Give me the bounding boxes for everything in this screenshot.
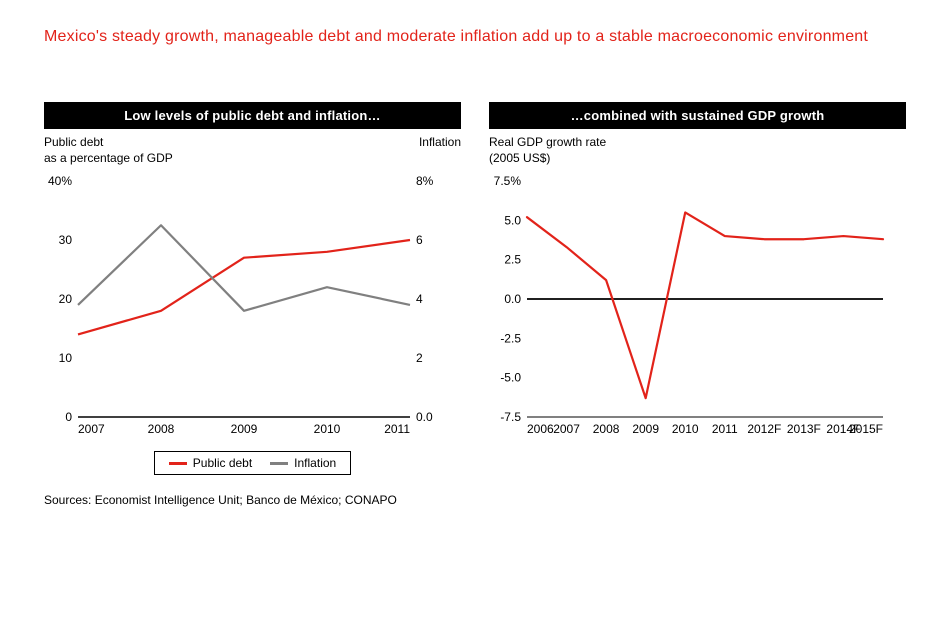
charts-row: Low levels of public debt and inflation…… bbox=[44, 102, 906, 475]
svg-text:40%: 40% bbox=[48, 174, 72, 188]
svg-text:10: 10 bbox=[59, 351, 73, 365]
svg-text:7.5%: 7.5% bbox=[494, 174, 522, 188]
panel-header-right: …combined with sustained GDP growth bbox=[489, 102, 906, 129]
svg-text:5.0: 5.0 bbox=[504, 213, 521, 227]
svg-text:-7.5: -7.5 bbox=[500, 410, 521, 424]
panel-header-left: Low levels of public debt and inflation… bbox=[44, 102, 461, 129]
legend-label-public-debt: Public debt bbox=[193, 456, 252, 470]
svg-text:-5.0: -5.0 bbox=[500, 371, 521, 385]
chart-right-svg: -7.5 -5.0 -2.5 0.0 2.5 5.0 7.5% 20062007 2008 200… bbox=[489, 171, 889, 441]
svg-text:0: 0 bbox=[65, 410, 72, 424]
legend-label-inflation: Inflation bbox=[294, 456, 336, 470]
panel-sub-left: Public debt as a percentage of GDP Infla… bbox=[44, 135, 461, 167]
svg-text:-2.5: -2.5 bbox=[500, 331, 521, 345]
svg-text:2006: 2006 bbox=[527, 422, 554, 436]
y-right-label-1: Real GDP growth rate bbox=[489, 135, 606, 149]
svg-text:2013F: 2013F bbox=[787, 422, 821, 436]
svg-text:2009: 2009 bbox=[231, 422, 258, 436]
y-left-label-2: as a percentage of GDP bbox=[44, 151, 173, 165]
svg-text:2012F: 2012F bbox=[747, 422, 781, 436]
svg-text:2011: 2011 bbox=[712, 422, 738, 436]
plot-left: 0 10 20 30 40% 0.0 2 4 6 8% 2007 2008 2009 2010 2011 bbox=[44, 171, 461, 441]
svg-text:2007: 2007 bbox=[78, 422, 105, 436]
panel-gdp-growth: …combined with sustained GDP growth Real… bbox=[489, 102, 906, 475]
legend-item-inflation: Inflation bbox=[270, 456, 336, 470]
svg-text:20: 20 bbox=[59, 292, 73, 306]
svg-text:0.0: 0.0 bbox=[504, 292, 521, 306]
page: Mexico's steady growth, manageable debt … bbox=[0, 0, 950, 629]
svg-text:8%: 8% bbox=[416, 174, 434, 188]
chart-left-svg: 0 10 20 30 40% 0.0 2 4 6 8% 2007 2008 2009 2010 2011 bbox=[44, 171, 444, 441]
legend-swatch-inflation bbox=[270, 462, 288, 465]
svg-text:2008: 2008 bbox=[148, 422, 175, 436]
svg-text:2011: 2011 bbox=[384, 422, 410, 436]
svg-text:0.0: 0.0 bbox=[416, 410, 433, 424]
svg-text:2010: 2010 bbox=[314, 422, 341, 436]
y-right-label-2: (2005 US$) bbox=[489, 151, 550, 165]
svg-text:6: 6 bbox=[416, 233, 423, 247]
page-title: Mexico's steady growth, manageable debt … bbox=[44, 28, 906, 46]
svg-text:2007: 2007 bbox=[553, 422, 580, 436]
legend-item-public-debt: Public debt bbox=[169, 456, 252, 470]
svg-text:4: 4 bbox=[416, 292, 423, 306]
plot-right: -7.5 -5.0 -2.5 0.0 2.5 5.0 7.5% 20062007 2008 200… bbox=[489, 171, 906, 441]
svg-text:2010: 2010 bbox=[672, 422, 699, 436]
legend-box: Public debt Inflation bbox=[154, 451, 351, 475]
y-right-label: Inflation bbox=[419, 135, 461, 151]
svg-text:2015F: 2015F bbox=[849, 422, 883, 436]
svg-text:2008: 2008 bbox=[593, 422, 620, 436]
panel-debt-inflation: Low levels of public debt and inflation…… bbox=[44, 102, 461, 475]
legend-swatch-public-debt bbox=[169, 462, 187, 465]
svg-text:2009: 2009 bbox=[632, 422, 659, 436]
svg-text:2: 2 bbox=[416, 351, 423, 365]
legend-left: Public debt Inflation bbox=[44, 451, 461, 475]
sources-text: Sources: Economist Intelligence Unit; Ba… bbox=[44, 493, 906, 507]
svg-text:30: 30 bbox=[59, 233, 73, 247]
svg-text:2.5: 2.5 bbox=[504, 253, 521, 267]
y-left-label-1: Public debt bbox=[44, 135, 103, 149]
panel-sub-right: Real GDP growth rate (2005 US$) bbox=[489, 135, 906, 167]
